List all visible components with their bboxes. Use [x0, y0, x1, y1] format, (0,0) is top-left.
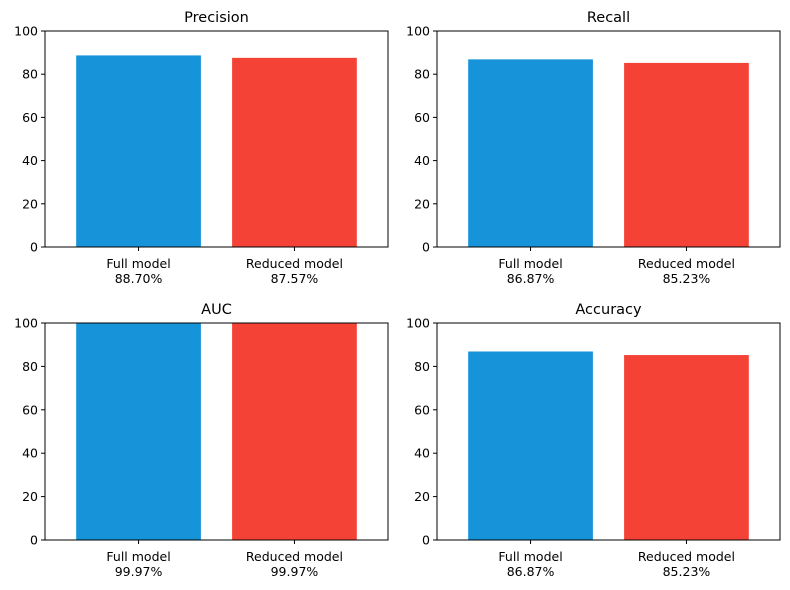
category-name: Reduced model: [246, 549, 343, 564]
y-tick-label: 0: [30, 533, 38, 548]
category-name: Full model: [106, 549, 170, 564]
y-tick-label: 20: [22, 489, 38, 504]
chart-panel-recall: Full model 86.87% Reduced model 85.23% 0 20 40…: [406, 10, 781, 286]
value-label: 88.70%: [115, 271, 163, 286]
value-label: 85.23%: [663, 271, 711, 286]
x-tick-label-full-model: Full model 99.97%: [106, 549, 170, 579]
y-tick-label: 40: [22, 446, 38, 461]
axes-frame: [436, 322, 781, 541]
x-tick-label-full-model: Full model 86.87%: [498, 256, 562, 286]
bar-full-model: [76, 323, 201, 540]
y-tick-label: 60: [22, 110, 38, 125]
y-tick-label: 80: [22, 67, 38, 82]
y-tick-label: 100: [406, 24, 430, 39]
x-tick-label-full-model: Full model 88.70%: [106, 256, 170, 286]
chart-panel-accuracy: Full model 86.87% Reduced model 85.23% 0 20 40…: [406, 302, 781, 579]
axes-frame: [44, 322, 389, 541]
category-name: Reduced model: [246, 256, 343, 271]
category-name: Reduced model: [638, 256, 735, 271]
x-tick-label-reduced-model: Reduced model 99.97%: [246, 549, 343, 579]
value-label: 85.23%: [663, 564, 711, 579]
y-tick-label: 20: [414, 196, 430, 211]
value-label: 87.57%: [271, 271, 319, 286]
value-label: 99.97%: [115, 564, 163, 579]
value-label: 99.97%: [271, 564, 319, 579]
y-tick-label: 100: [406, 316, 430, 331]
y-tick-label: 100: [14, 316, 38, 331]
bar-full-model: [468, 351, 593, 540]
y-tick-label: 20: [22, 196, 38, 211]
chart-title: Precision: [184, 10, 249, 26]
category-name: Full model: [498, 256, 562, 271]
axes-frame: [436, 30, 781, 248]
chart-panel-precision: Full model 88.70% Reduced model 87.57% 0 20 40…: [14, 10, 389, 286]
y-tick-label: 100: [14, 24, 38, 39]
bar-full-model: [468, 59, 593, 247]
chart-title: AUC: [201, 302, 232, 318]
bar-reduced-model: [232, 57, 357, 247]
category-name: Full model: [498, 549, 562, 564]
y-tick-label: 80: [22, 359, 38, 374]
y-tick-label: 20: [414, 489, 430, 504]
x-tick-label-reduced-model: Reduced model 85.23%: [638, 256, 735, 286]
y-tick-label: 0: [422, 533, 430, 548]
bar-reduced-model: [624, 355, 749, 540]
y-tick-label: 40: [414, 153, 430, 168]
category-name: Full model: [106, 256, 170, 271]
y-tick-label: 60: [22, 402, 38, 417]
y-tick-label: 0: [30, 240, 38, 255]
axes-frame: [44, 30, 389, 248]
y-tick-label: 0: [422, 240, 430, 255]
chart-title: Accuracy: [575, 302, 642, 318]
bar-reduced-model: [624, 62, 749, 248]
y-tick-label: 80: [414, 67, 430, 82]
y-tick-label: 80: [414, 359, 430, 374]
value-label: 86.87%: [507, 564, 555, 579]
category-name: Reduced model: [638, 549, 735, 564]
x-tick-label-full-model: Full model 86.87%: [498, 549, 562, 579]
y-tick-label: 40: [22, 153, 38, 168]
x-tick-label-reduced-model: Reduced model 85.23%: [638, 549, 735, 579]
chart-title: Recall: [587, 10, 630, 26]
x-tick-label-reduced-model: Reduced model 87.57%: [246, 256, 343, 286]
bar-full-model: [76, 55, 201, 247]
y-tick-label: 60: [414, 402, 430, 417]
y-tick-label: 40: [414, 446, 430, 461]
chart-panel-auc: Full model 99.97%Reduced model 99.97%02040…: [14, 302, 389, 579]
y-tick-label: 60: [414, 110, 430, 125]
bar-reduced-model: [232, 323, 357, 540]
value-label: 86.87%: [507, 271, 555, 286]
